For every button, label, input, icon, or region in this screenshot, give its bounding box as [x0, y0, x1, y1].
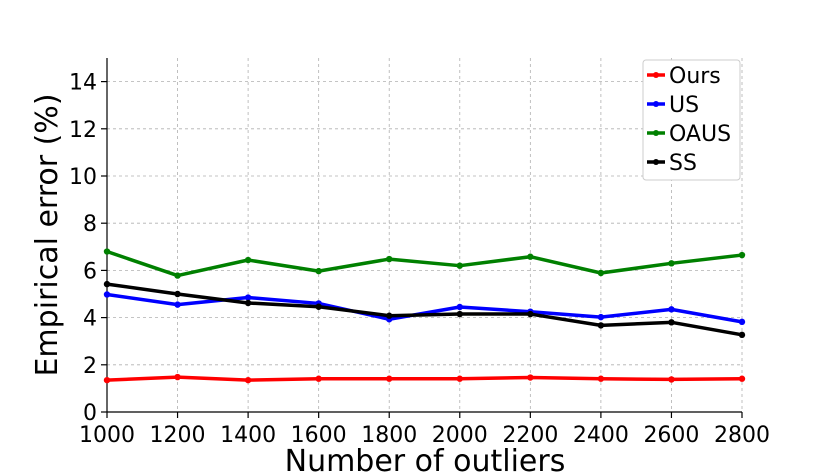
data-point-ss — [103, 280, 111, 288]
y-tick-label: 12 — [69, 118, 97, 143]
x-tick-label: 1200 — [150, 423, 206, 448]
data-point-ss — [597, 322, 605, 329]
y-tick-label: 6 — [83, 259, 97, 284]
data-point-us — [244, 294, 252, 301]
y-tick-label: 4 — [83, 307, 97, 332]
legend-label-us: US — [669, 93, 699, 118]
data-point-ss — [174, 290, 181, 298]
data-point-us — [597, 313, 605, 321]
data-point-oaus — [315, 267, 322, 275]
data-point-ours — [174, 373, 181, 381]
x-tick-label: 2800 — [714, 423, 770, 448]
series-line-ss — [106, 282, 743, 337]
y-tick-label: 0 — [83, 401, 97, 426]
y-tick-label: 8 — [83, 212, 97, 237]
data-point-us — [174, 301, 181, 308]
x-axis-label: Number of outliers — [285, 444, 566, 475]
series-line-us — [106, 292, 743, 324]
legend-marker-ours — [653, 72, 659, 78]
data-point-ours — [456, 375, 463, 382]
series-line-ours — [106, 375, 743, 382]
data-point-ours — [386, 375, 393, 382]
x-tick-label: 2400 — [573, 423, 629, 448]
y-tick-label: 10 — [69, 165, 97, 190]
legend-box — [642, 59, 741, 181]
data-point-ours — [315, 375, 322, 382]
data-point-oaus — [527, 253, 534, 260]
axes: 1000 1200 1400 1600 1800 2000 2200 2400 2600 2800… — [69, 58, 770, 448]
data-point-ss — [315, 303, 322, 310]
legend-marker-ss — [653, 159, 659, 165]
data-point-ss — [386, 312, 393, 319]
data-point-ours — [668, 376, 675, 383]
series-lines — [103, 248, 746, 384]
data-point-ours — [244, 376, 252, 384]
x-tick-label: 1400 — [220, 423, 276, 448]
x-tick-label: 2200 — [502, 423, 558, 448]
y-axis-label: Empirical error (%) — [30, 93, 65, 376]
data-point-oaus — [597, 269, 605, 277]
legend-label-oaus: OAUS — [669, 122, 731, 147]
data-point-us — [668, 306, 675, 313]
legend: Ours US OAUS SS — [642, 59, 741, 181]
data-point-us — [103, 291, 111, 298]
data-point-ss — [244, 299, 252, 307]
x-tick-label: 1600 — [291, 423, 347, 448]
data-point-oaus — [668, 260, 675, 267]
y-tick-label: 14 — [69, 71, 97, 96]
legend-marker-us — [653, 101, 659, 107]
series-line-oaus — [106, 249, 743, 278]
y-tick-label: 2 — [83, 354, 97, 379]
data-point-ss — [527, 310, 534, 318]
data-point-oaus — [456, 262, 463, 269]
x-tick-label: 1000 — [79, 423, 135, 448]
grid — [106, 58, 743, 413]
x-tick-label: 2600 — [643, 423, 699, 448]
data-point-ours — [597, 375, 605, 382]
data-point-ss — [668, 319, 675, 326]
data-point-us — [456, 303, 463, 311]
data-point-us — [738, 318, 746, 326]
legend-label-ours: Ours — [669, 64, 721, 89]
legend-marker-oaus — [653, 130, 659, 136]
x-tick-label: 2000 — [432, 423, 488, 448]
data-point-oaus — [386, 255, 393, 263]
data-point-ours — [103, 376, 111, 384]
data-point-ours — [527, 374, 534, 381]
data-point-ours — [738, 375, 746, 382]
x-tick-label: 1800 — [361, 423, 417, 448]
data-point-oaus — [174, 272, 181, 279]
data-point-ss — [738, 331, 746, 339]
legend-label-ss: SS — [669, 151, 697, 176]
data-point-oaus — [244, 256, 252, 264]
data-point-ss — [456, 310, 463, 318]
data-point-oaus — [738, 251, 746, 259]
data-point-oaus — [103, 248, 111, 255]
